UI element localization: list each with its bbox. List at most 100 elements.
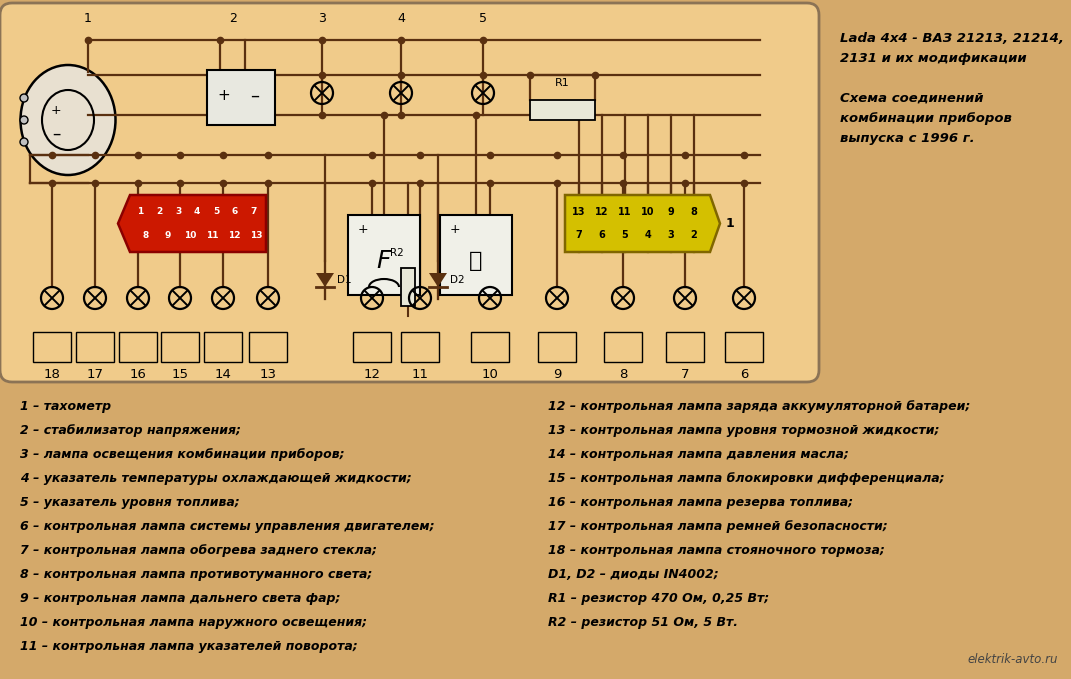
Text: 5: 5 — [213, 208, 220, 217]
Text: 7 – контрольная лампа обогрева заднего стекла;: 7 – контрольная лампа обогрева заднего с… — [20, 544, 377, 557]
Text: D1, D2 – диоды IN4002;: D1, D2 – диоды IN4002; — [548, 568, 719, 581]
Text: 4: 4 — [645, 230, 651, 240]
Text: 14 – контрольная лампа давления масла;: 14 – контрольная лампа давления масла; — [548, 448, 849, 461]
Text: 11: 11 — [618, 207, 632, 217]
Bar — [161, 332, 199, 362]
Text: 8 – контрольная лампа противотуманного света;: 8 – контрольная лампа противотуманного с… — [20, 568, 373, 581]
Text: 10: 10 — [642, 207, 654, 217]
Text: 18 – контрольная лампа стояночного тормоза;: 18 – контрольная лампа стояночного тормо… — [548, 544, 885, 557]
Text: 10 – контрольная лампа наружного освещения;: 10 – контрольная лампа наружного освещен… — [20, 616, 367, 629]
Text: 15: 15 — [171, 367, 188, 380]
Bar — [353, 332, 391, 362]
Polygon shape — [118, 195, 266, 252]
Text: 3: 3 — [667, 230, 675, 240]
Bar — [471, 332, 509, 362]
Text: 17: 17 — [87, 367, 104, 380]
Text: 13 – контрольная лампа уровня тормозной жидкости;: 13 – контрольная лампа уровня тормозной … — [548, 424, 939, 437]
Text: 2: 2 — [229, 12, 237, 25]
Text: 7: 7 — [575, 230, 583, 240]
Polygon shape — [429, 273, 447, 287]
Text: elektrik-avto.ru: elektrik-avto.ru — [967, 653, 1058, 666]
Text: 17 – контрольная лампа ремней безопасности;: 17 – контрольная лампа ремней безопаснос… — [548, 520, 888, 533]
Polygon shape — [316, 273, 334, 287]
Text: 9 – контрольная лампа дальнего света фар;: 9 – контрольная лампа дальнего света фар… — [20, 592, 341, 605]
Text: R1 – резистор 470 Ом, 0,25 Вт;: R1 – резистор 470 Ом, 0,25 Вт; — [548, 592, 769, 605]
Text: +: + — [217, 88, 230, 103]
Text: 10: 10 — [482, 367, 498, 380]
Text: комбинации приборов: комбинации приборов — [840, 112, 1012, 125]
Text: +: + — [358, 223, 368, 236]
Text: R1: R1 — [555, 78, 570, 88]
Circle shape — [20, 94, 28, 102]
Circle shape — [20, 116, 28, 124]
Text: 8: 8 — [619, 367, 628, 380]
Text: 12 – контрольная лампа заряда аккумуляторной батареи;: 12 – контрольная лампа заряда аккумулято… — [548, 400, 970, 413]
Text: Схема соединений: Схема соединений — [840, 92, 983, 105]
Text: 2: 2 — [156, 208, 162, 217]
Text: 11: 11 — [206, 230, 218, 240]
Text: F: F — [377, 249, 391, 273]
Bar — [207, 70, 275, 125]
Text: 4 – указатель температуры охлаждающей жидкости;: 4 – указатель температуры охлаждающей жи… — [20, 472, 411, 485]
Bar — [203, 332, 242, 362]
Text: 8: 8 — [691, 207, 697, 217]
Text: 5 – указатель уровня топлива;: 5 – указатель уровня топлива; — [20, 496, 240, 509]
Text: 6: 6 — [599, 230, 605, 240]
Text: 5: 5 — [621, 230, 629, 240]
Ellipse shape — [20, 65, 116, 175]
Text: 4: 4 — [397, 12, 405, 25]
Text: R2: R2 — [390, 248, 404, 258]
Text: 6 – контрольная лампа системы управления двигателем;: 6 – контрольная лампа системы управления… — [20, 520, 435, 533]
Text: ⛽: ⛽ — [469, 251, 483, 271]
Text: 2: 2 — [691, 230, 697, 240]
Text: 6: 6 — [232, 208, 238, 217]
Text: D1: D1 — [337, 275, 351, 285]
Bar — [725, 332, 763, 362]
Text: 14: 14 — [214, 367, 231, 380]
Text: 18: 18 — [44, 367, 60, 380]
Text: 1: 1 — [137, 208, 144, 217]
Text: 1 – тахометр: 1 – тахометр — [20, 400, 111, 413]
Polygon shape — [565, 195, 720, 252]
Bar — [248, 332, 287, 362]
Text: –: – — [251, 87, 259, 105]
Text: 13: 13 — [259, 367, 276, 380]
Text: 10: 10 — [184, 230, 196, 240]
Text: 3: 3 — [318, 12, 326, 25]
Circle shape — [20, 138, 28, 146]
Text: 1: 1 — [726, 217, 735, 230]
Bar — [530, 100, 595, 120]
Text: Lada 4x4 - ВАЗ 21213, 21214,: Lada 4x4 - ВАЗ 21213, 21214, — [840, 32, 1064, 45]
Text: +: + — [50, 103, 61, 117]
Text: 2 – стабилизатор напряжения;: 2 – стабилизатор напряжения; — [20, 424, 241, 437]
Text: 15 – контрольная лампа блокировки дифференциала;: 15 – контрольная лампа блокировки диффер… — [548, 472, 945, 485]
Text: 11 – контрольная лампа указателей поворота;: 11 – контрольная лампа указателей поворо… — [20, 640, 358, 653]
Bar — [401, 268, 414, 306]
Bar — [348, 215, 420, 295]
Text: 4: 4 — [194, 208, 200, 217]
Bar — [440, 215, 512, 295]
Text: 8: 8 — [142, 230, 149, 240]
Text: +: + — [450, 223, 461, 236]
Bar — [666, 332, 704, 362]
Text: 12: 12 — [363, 367, 380, 380]
Text: 5: 5 — [479, 12, 487, 25]
Text: 9: 9 — [667, 207, 675, 217]
Bar — [538, 332, 576, 362]
Bar — [33, 332, 71, 362]
Bar — [76, 332, 114, 362]
Text: 7: 7 — [251, 208, 257, 217]
Text: R2 – резистор 51 Ом, 5 Вт.: R2 – резистор 51 Ом, 5 Вт. — [548, 616, 738, 629]
Text: 1: 1 — [84, 12, 92, 25]
Text: 3 – лампа освещения комбинации приборов;: 3 – лампа освещения комбинации приборов; — [20, 448, 345, 461]
Text: 9: 9 — [553, 367, 561, 380]
Text: 12: 12 — [595, 207, 608, 217]
Text: 12: 12 — [228, 230, 240, 240]
FancyBboxPatch shape — [0, 3, 819, 382]
Text: 3: 3 — [175, 208, 181, 217]
Bar — [401, 332, 439, 362]
Text: 9: 9 — [165, 230, 171, 240]
Bar — [604, 332, 642, 362]
Text: 2131 и их модификации: 2131 и их модификации — [840, 52, 1027, 65]
Text: 16: 16 — [130, 367, 147, 380]
